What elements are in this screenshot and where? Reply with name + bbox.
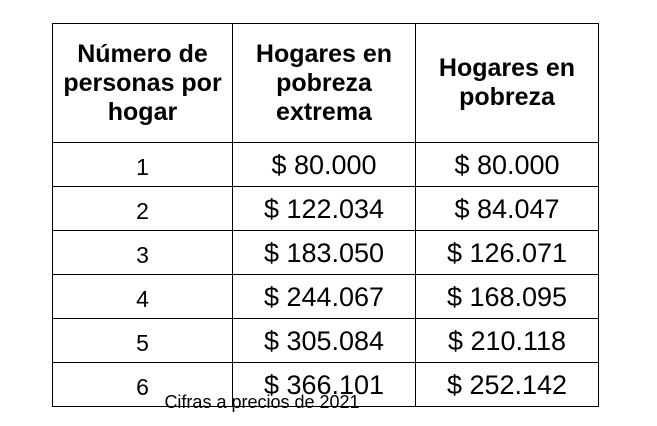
table-row: 5 $ 305.084 $ 210.118	[52, 318, 599, 363]
table-row: 6 $ 366.101 $ 252.142	[52, 362, 599, 407]
table-row: 2 $ 122.034 $ 84.047	[52, 186, 599, 231]
extreme-poverty-cell: $ 366.101	[232, 362, 416, 407]
header-poverty: Hogares en pobreza	[415, 23, 599, 143]
table-caption: Cifras a precios de 2021	[52, 391, 657, 413]
extreme-poverty-cell: $ 183.050	[232, 230, 416, 275]
caption-text: Cifras a precios de 2021	[164, 392, 360, 412]
persons-cell: 5	[52, 318, 233, 363]
header-persons-per-household: Número de personas por hogar	[52, 23, 233, 143]
poverty-cell: $ 84.047	[415, 186, 599, 231]
persons-cell: 3	[52, 230, 233, 275]
extreme-poverty-cell: $ 305.084	[232, 318, 416, 363]
table-row: 3 $ 183.050 $ 126.071	[52, 230, 599, 275]
persons-cell: 4	[52, 274, 233, 319]
table-row: 4 $ 244.067 $ 168.095	[52, 274, 599, 319]
poverty-cell: $ 168.095	[415, 274, 599, 319]
persons-cell: 1	[52, 142, 233, 187]
persons-cell: 6	[52, 362, 233, 407]
table-header-row: Número de personas por hogar Hogares en …	[52, 23, 599, 143]
poverty-cell: $ 126.071	[415, 230, 599, 275]
poverty-cell: $ 210.118	[415, 318, 599, 363]
header-extreme-poverty: Hogares en pobreza extrema	[232, 23, 416, 143]
poverty-cell: $ 80.000	[415, 142, 599, 187]
extreme-poverty-cell: $ 80.000	[232, 142, 416, 187]
extreme-poverty-cell: $ 122.034	[232, 186, 416, 231]
table-row: 1 $ 80.000 $ 80.000	[52, 142, 599, 187]
poverty-cell: $ 252.142	[415, 362, 599, 407]
poverty-threshold-table-container: Número de personas por hogar Hogares en …	[52, 23, 599, 407]
persons-cell: 2	[52, 186, 233, 231]
poverty-threshold-table: Número de personas por hogar Hogares en …	[52, 23, 599, 407]
extreme-poverty-cell: $ 244.067	[232, 274, 416, 319]
